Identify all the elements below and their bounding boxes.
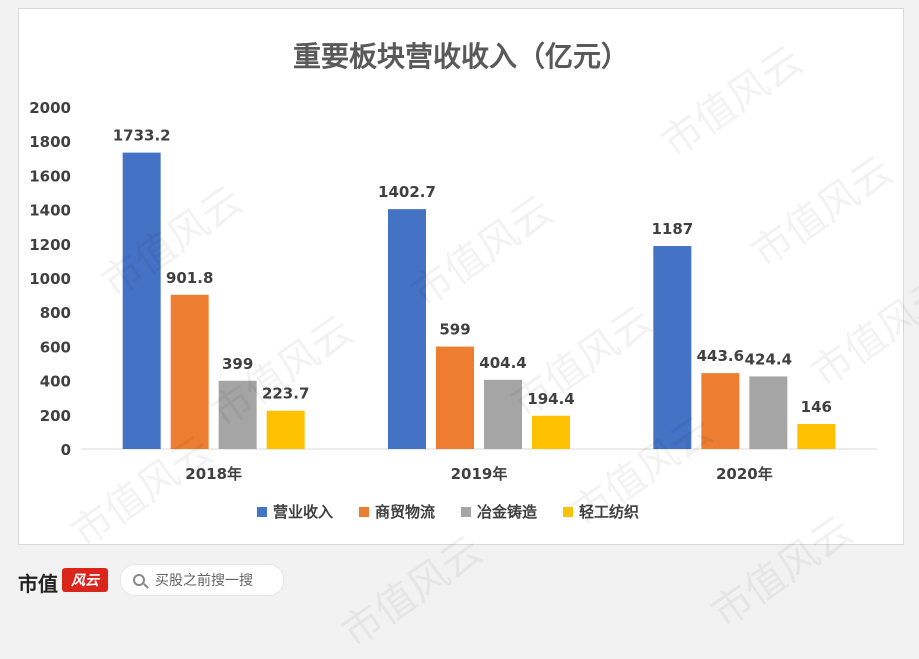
y-tick-label: 1600 xyxy=(29,167,71,185)
data-label: 424.4 xyxy=(745,350,792,368)
y-tick-label: 1000 xyxy=(29,270,71,288)
bar xyxy=(218,380,257,449)
x-tick-label: 2019年 xyxy=(451,465,508,483)
bar xyxy=(653,246,692,449)
y-tick-label: 600 xyxy=(40,338,71,356)
bar xyxy=(388,209,426,449)
bar-chart: 重要板块营收收入（亿元） 0 200 400 600 800 1000 1200 1400 160… xyxy=(29,40,877,521)
data-label: 194.4 xyxy=(527,390,574,408)
legend-swatch xyxy=(563,507,573,517)
data-label: 404.4 xyxy=(479,354,526,372)
brand-logo-icon[interactable]: 风云 xyxy=(62,568,108,592)
legend-entry: 冶金铸造 xyxy=(477,503,537,521)
legend-swatch xyxy=(257,507,267,517)
chart-title: 重要板块营收收入（亿元） xyxy=(293,40,629,73)
legend-entry: 商贸物流 xyxy=(375,503,435,521)
data-label: 223.7 xyxy=(262,385,309,403)
legend-swatch xyxy=(359,507,369,517)
data-label: 399 xyxy=(222,355,253,373)
data-label: 599 xyxy=(439,321,470,339)
x-tick-label: 2018年 xyxy=(185,465,242,483)
y-tick-label: 1800 xyxy=(29,133,71,151)
bar xyxy=(122,152,161,449)
data-label: 901.8 xyxy=(166,269,213,287)
y-tick-label: 200 xyxy=(40,407,71,425)
legend-entry: 营业收入 xyxy=(273,503,333,521)
footer-bar: 市值 风云 买股之前搜一搜 xyxy=(18,562,902,602)
x-tick-label: 2020年 xyxy=(716,465,773,483)
data-label: 1402.7 xyxy=(378,183,436,201)
search-placeholder: 买股之前搜一搜 xyxy=(155,573,253,589)
data-label: 146 xyxy=(801,398,832,416)
bar xyxy=(170,294,209,449)
bar xyxy=(701,373,740,449)
bar xyxy=(436,346,474,449)
bar xyxy=(266,410,305,449)
bar xyxy=(797,424,836,449)
data-label: 1187 xyxy=(651,220,693,238)
y-tick-label: 2000 xyxy=(29,99,71,117)
legend-entry: 轻工纺织 xyxy=(579,503,639,521)
y-tick-label: 0 xyxy=(61,441,71,459)
bar xyxy=(484,379,522,449)
y-tick-label: 1200 xyxy=(29,236,71,254)
brand-name[interactable]: 市值 xyxy=(18,572,58,596)
search-box[interactable]: 买股之前搜一搜 xyxy=(120,564,284,596)
bar xyxy=(532,415,570,449)
data-label: 1733.2 xyxy=(113,127,171,145)
y-tick-label: 1400 xyxy=(29,202,71,220)
y-tick-label: 400 xyxy=(40,373,71,391)
chart-card: 重要板块营收收入（亿元） 0 200 400 600 800 1000 1200 1400 160… xyxy=(18,8,904,545)
search-icon xyxy=(133,574,145,586)
data-label: 443.6 xyxy=(697,347,744,365)
legend-swatch xyxy=(461,507,471,517)
bar xyxy=(749,376,788,449)
y-tick-label: 800 xyxy=(40,304,71,322)
